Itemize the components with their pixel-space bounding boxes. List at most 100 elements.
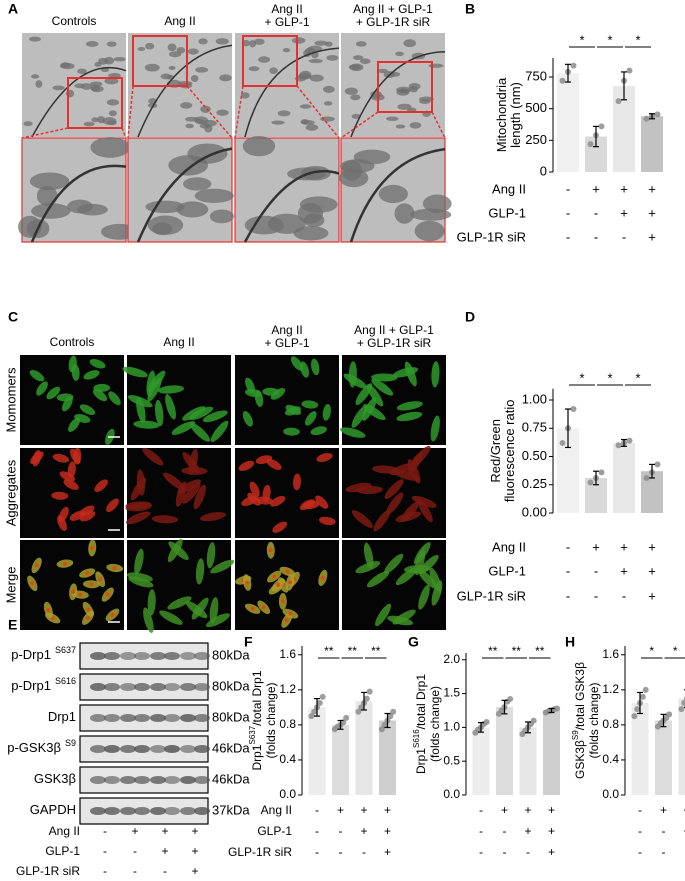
cell: [188, 449, 198, 475]
significance-label: *: [607, 32, 612, 47]
mitochondrion: [348, 64, 361, 71]
cell: [270, 388, 286, 400]
cell: [411, 445, 431, 467]
y-axis-label: GSK3βS9/total GSK3β: [571, 662, 587, 779]
significance-label: *: [635, 370, 640, 385]
significance-label: *: [607, 370, 612, 385]
cell: [290, 356, 303, 371]
column-title: Ang II: [271, 323, 302, 337]
condition-sign: +: [592, 539, 600, 554]
column-title: Ang II: [163, 335, 194, 349]
mitochondrion: [83, 121, 95, 127]
cell-core: [276, 582, 281, 587]
cell: [134, 548, 144, 575]
condition-sign: -: [622, 229, 626, 244]
cell: [51, 491, 69, 500]
band: [194, 652, 210, 660]
mitochondrion: [305, 124, 319, 131]
mitochondrion: [403, 39, 417, 48]
condition-sign: -: [479, 803, 483, 817]
y-tick-label: 1.2: [279, 682, 296, 696]
column-title: Ang II + GLP-1: [353, 2, 433, 16]
panel-label: G: [408, 634, 419, 650]
condition-sign: -: [566, 229, 570, 244]
blot-site: S637: [55, 645, 76, 655]
data-point: [598, 469, 605, 476]
bar: [355, 701, 373, 795]
data-point: [530, 717, 537, 724]
condition-sign: +: [648, 539, 656, 554]
mitochondrion: [378, 184, 409, 204]
y-axis-label: fluorescence ratio: [502, 400, 517, 503]
data-point: [654, 111, 661, 118]
mitochondrion: [242, 39, 250, 47]
bar: [585, 477, 607, 513]
cell: [400, 501, 420, 522]
cell: [143, 607, 154, 633]
data-point: [366, 688, 373, 695]
condition-sign: -: [566, 205, 570, 220]
cell: [57, 515, 67, 531]
mitochondrion: [152, 222, 173, 236]
mitochondrion: [408, 82, 421, 90]
condition-sign: +: [660, 803, 667, 817]
bar: [379, 720, 396, 795]
cell: [241, 496, 257, 507]
band: [90, 776, 106, 784]
data-point: [587, 141, 594, 148]
mitochondrion: [216, 109, 229, 116]
column-title: Ang II: [271, 2, 302, 16]
cell: [171, 421, 196, 435]
band: [164, 652, 180, 660]
mitochondrion: [355, 41, 367, 47]
y-axis-label-part: GSK3β: [573, 740, 587, 779]
condition-sign: -: [133, 864, 137, 878]
data-point: [343, 714, 350, 721]
y-axis-label: (folds change): [264, 682, 278, 758]
cell: [351, 405, 368, 428]
mitochondrion: [106, 41, 117, 47]
cell: [283, 427, 300, 436]
y-tick-label: 0.4: [279, 752, 296, 766]
band: [194, 807, 210, 815]
y-axis-label: Red/Green: [488, 419, 503, 483]
band: [194, 714, 210, 722]
cell-core: [245, 580, 250, 585]
band: [120, 807, 136, 815]
cell-core: [46, 607, 51, 612]
y-axis-label-part: Red/Green: [488, 419, 503, 483]
mitochondrion: [219, 74, 232, 82]
condition-sign: +: [620, 563, 628, 578]
condition-sign: +: [620, 181, 628, 196]
cell-core: [98, 577, 103, 582]
mitochondrion: [104, 56, 115, 65]
cell-core: [78, 592, 83, 597]
y-axis-label: length (nm): [508, 82, 523, 148]
data-point: [643, 115, 650, 122]
y-axis-label-part: Drp1: [250, 744, 264, 770]
cell-core: [89, 582, 94, 587]
data-point: [308, 713, 315, 720]
cell: [411, 495, 437, 508]
mitochondrion: [409, 122, 422, 129]
data-point: [666, 711, 673, 718]
band: [164, 776, 180, 784]
zoom-box: [377, 61, 433, 113]
mitochondrion: [209, 209, 234, 224]
band: [120, 683, 136, 691]
condition-sign: -: [662, 845, 666, 859]
band: [120, 652, 136, 660]
cell: [366, 571, 390, 588]
cell-core: [110, 612, 115, 617]
band: [104, 807, 120, 815]
band: [150, 652, 166, 660]
data-point: [615, 98, 622, 105]
cell: [62, 396, 73, 412]
band: [180, 683, 196, 691]
cell: [413, 542, 431, 565]
cell: [108, 391, 121, 406]
mitochondrion: [168, 65, 176, 70]
condition-sign: -: [566, 539, 570, 554]
cell: [157, 385, 185, 394]
cell: [125, 501, 152, 510]
